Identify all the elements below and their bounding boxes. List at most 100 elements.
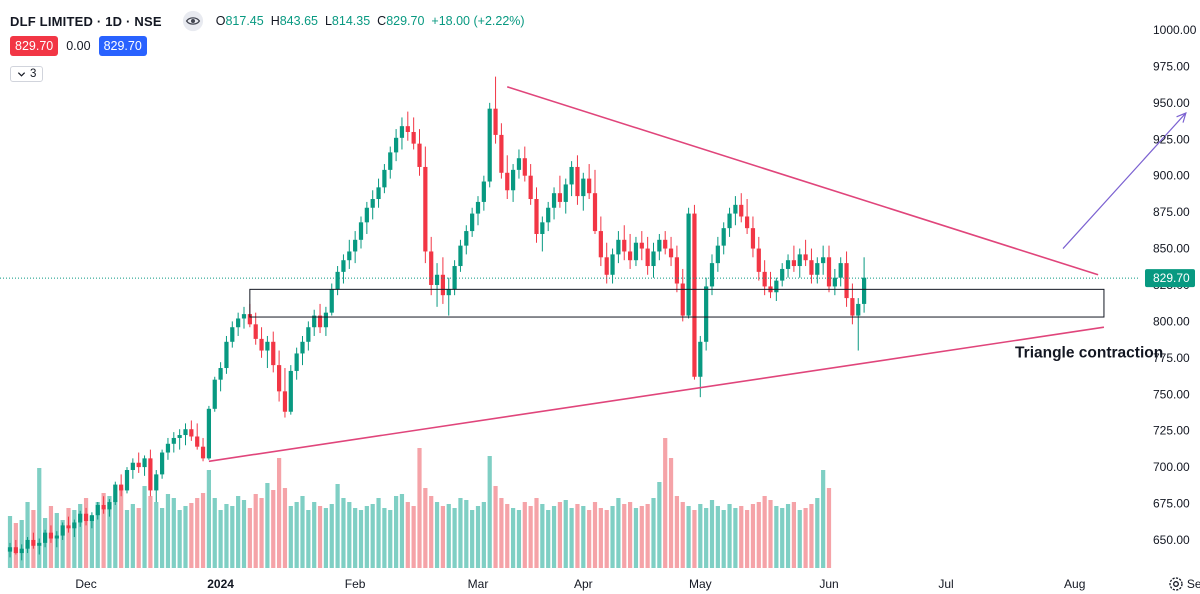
sell-button[interactable]: 829.70 xyxy=(10,36,59,56)
candle-body xyxy=(230,327,235,342)
candle-body xyxy=(563,184,568,202)
x-tick-label: Dec xyxy=(75,577,96,591)
volume-bar xyxy=(142,486,147,568)
volume-bar xyxy=(294,502,299,568)
y-tick-label: 675.00 xyxy=(1153,497,1190,511)
candle-body xyxy=(692,213,697,377)
volume-bar xyxy=(698,504,703,568)
volume-bar xyxy=(551,506,557,568)
candle-body xyxy=(306,327,311,342)
y-tick-label: 650.00 xyxy=(1153,533,1190,547)
volume-bar xyxy=(721,510,726,568)
candle-body xyxy=(452,266,457,290)
candle-body xyxy=(388,152,393,170)
candle-body xyxy=(417,143,422,167)
candlesticks xyxy=(7,76,867,561)
ohlc-high: H843.65 xyxy=(270,14,318,28)
candle-body xyxy=(212,379,217,409)
annotation-text: Triangle contraction xyxy=(1015,344,1163,361)
candle-body xyxy=(259,338,264,351)
volume-bar xyxy=(236,496,241,568)
candle-body xyxy=(317,315,323,328)
candle-body xyxy=(19,548,24,554)
candle-body xyxy=(271,341,276,366)
candle-body xyxy=(382,169,387,188)
candle-body xyxy=(113,484,118,503)
volume-bar xyxy=(534,498,539,568)
volume-bar xyxy=(622,504,627,568)
volume-bar xyxy=(440,506,446,568)
candle-body xyxy=(815,263,820,275)
volume-bar xyxy=(370,504,375,568)
volume-bar xyxy=(388,510,393,568)
symbol-title[interactable]: DLF LIMITED · 1D · NSE xyxy=(10,13,162,29)
eye-icon[interactable] xyxy=(182,10,204,32)
volume-bar xyxy=(300,496,305,568)
candle-body xyxy=(762,271,767,287)
candle-body xyxy=(370,199,375,208)
ohlc-values: O817.45 H843.65 L814.35 C829.70 +18.00 (… xyxy=(216,14,525,28)
volume-bar xyxy=(645,504,650,568)
volume-bar xyxy=(762,496,767,568)
upper-trendline xyxy=(507,86,1099,276)
candle-body xyxy=(528,175,533,200)
y-tick-label: 850.00 xyxy=(1153,242,1190,256)
volume-bar xyxy=(756,502,761,568)
candle-body xyxy=(60,525,65,536)
candle-body xyxy=(622,239,627,252)
candle-body xyxy=(551,193,557,208)
x-tick-label: Jun xyxy=(819,577,838,591)
volume-bar xyxy=(739,506,744,568)
candle-body xyxy=(569,166,574,185)
volume-bar xyxy=(686,506,691,568)
volume-bar xyxy=(516,510,522,568)
volume-bar xyxy=(382,508,387,568)
candle-body xyxy=(575,166,580,197)
volume-bar xyxy=(434,502,440,568)
volume-bar xyxy=(218,510,223,568)
time-axis[interactable]: Dec 2024 Feb Mar Apr May Jun Jul Aug Sep xyxy=(75,577,1200,591)
volume-bar xyxy=(393,496,399,568)
candle-body xyxy=(66,525,71,529)
volume-bar xyxy=(815,498,820,568)
price-axis[interactable]: 1000.00 975.00 950.00 925.00 900.00 875.00 850… xyxy=(1145,23,1197,547)
candle-body xyxy=(546,207,551,223)
y-tick-label: 875.00 xyxy=(1153,205,1190,219)
volume-bar xyxy=(159,508,165,568)
volume-bar xyxy=(276,458,282,568)
volume-bar xyxy=(826,488,832,568)
indicators-toggle[interactable]: 3 xyxy=(10,66,44,82)
candle-body xyxy=(130,462,135,471)
candle-body xyxy=(183,429,188,436)
candle-body xyxy=(809,260,814,275)
volume-bar xyxy=(376,498,381,568)
y-tick-label: 750.00 xyxy=(1153,387,1190,401)
buy-button[interactable]: 829.70 xyxy=(98,36,147,56)
y-tick-label: 950.00 xyxy=(1153,96,1190,110)
volume-bar xyxy=(405,502,410,568)
candle-body xyxy=(107,502,112,510)
volume-bar xyxy=(452,508,457,568)
candle-body xyxy=(686,213,691,316)
volume-bar xyxy=(83,498,89,568)
candle-body xyxy=(276,365,282,392)
candle-body xyxy=(780,268,785,281)
volume-bar xyxy=(353,508,358,568)
volume-bar xyxy=(727,504,732,568)
volume-bar xyxy=(364,506,369,568)
candle-body xyxy=(856,303,861,316)
candle-body xyxy=(540,222,545,234)
volume-bar xyxy=(95,502,100,568)
volume-bar xyxy=(335,484,340,568)
candle-body xyxy=(206,408,212,459)
volume-bar xyxy=(569,508,574,568)
volume-bar xyxy=(130,504,135,568)
volume-bar xyxy=(429,496,434,568)
candle-body xyxy=(850,298,855,316)
candle-body xyxy=(218,368,223,380)
gear-icon[interactable] xyxy=(1168,576,1184,592)
candle-body xyxy=(598,231,603,258)
volume-bar xyxy=(101,493,106,568)
volume-bar xyxy=(347,502,352,568)
